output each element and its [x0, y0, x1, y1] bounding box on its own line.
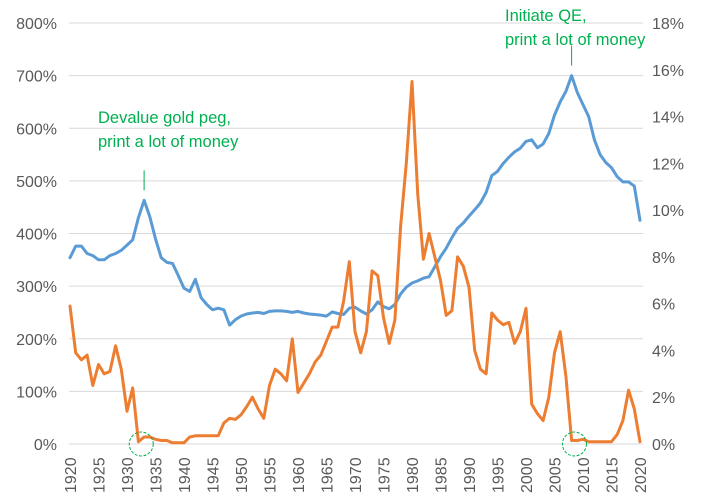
x-tick-label: 1970 [348, 457, 365, 493]
right-tick-label: 2% [652, 390, 675, 407]
x-tick-label: 1935 [149, 457, 166, 493]
annotation-devalue-line1: Devalue gold peg, [98, 109, 231, 127]
right-axis-ticks: 0% 2% 4% 6% 8% 10% 12% 14% 16% 18% [652, 16, 684, 454]
right-tick-label: 12% [652, 156, 684, 173]
left-axis-ticks: 0% 100% 200% 300% 400% 500% 600% 700% 800% [16, 16, 57, 454]
x-tick-label: 1965 [320, 457, 337, 493]
right-tick-label: 18% [652, 16, 684, 33]
right-tick-label: 6% [652, 297, 675, 314]
x-tick-label: 1975 [377, 457, 394, 493]
left-tick-label: 500% [16, 174, 57, 191]
x-tick-label: 1925 [92, 457, 109, 493]
x-tick-label: 1985 [434, 457, 451, 493]
blue-series-line [68, 74, 642, 327]
annotations: Devalue gold peg, print a lot of money I… [98, 7, 646, 457]
highlight-circle [128, 431, 154, 457]
x-tick-label: 1950 [234, 457, 251, 493]
right-tick-label: 10% [652, 203, 684, 220]
left-tick-label: 600% [16, 121, 57, 138]
x-tick-label: 1930 [120, 457, 137, 493]
series-lines [68, 74, 642, 445]
left-tick-label: 200% [16, 332, 57, 349]
annotation-qe-line1: Initiate QE, [505, 7, 587, 25]
x-tick-label: 2005 [548, 457, 565, 493]
orange-series-line [68, 80, 642, 445]
x-tick-label: 1940 [177, 457, 194, 493]
left-tick-label: 700% [16, 69, 57, 86]
x-tick-label: 2020 [633, 457, 650, 493]
x-tick-label: 1945 [206, 457, 223, 493]
x-tick-label: 1960 [291, 457, 308, 493]
right-tick-label: 8% [652, 250, 675, 267]
left-tick-label: 100% [16, 384, 57, 401]
gridlines [69, 22, 643, 445]
annotation-qe-line2: print a lot of money [505, 31, 646, 49]
x-tick-label: 1920 [63, 457, 80, 493]
x-tick-label: 2000 [519, 457, 536, 493]
left-tick-label: 400% [16, 227, 57, 244]
annotation-devalue-line2: print a lot of money [98, 133, 239, 151]
x-axis-ticks: 1920 1925 1930 1935 1940 1945 1950 1955 1960 1965… [63, 457, 650, 493]
right-tick-label: 0% [652, 437, 675, 454]
left-tick-label: 300% [16, 279, 57, 296]
x-tick-label: 1995 [491, 457, 508, 493]
left-tick-label: 0% [34, 437, 57, 454]
left-tick-label: 800% [16, 16, 57, 33]
x-tick-label: 2010 [576, 457, 593, 493]
x-tick-label: 2015 [605, 457, 622, 493]
right-tick-label: 4% [652, 343, 675, 360]
x-tick-label: 1955 [263, 457, 280, 493]
highlight-circle [561, 431, 587, 457]
x-tick-label: 1980 [405, 457, 422, 493]
right-tick-label: 16% [652, 63, 684, 80]
right-tick-label: 14% [652, 110, 684, 127]
x-tick-label: 1990 [462, 457, 479, 493]
